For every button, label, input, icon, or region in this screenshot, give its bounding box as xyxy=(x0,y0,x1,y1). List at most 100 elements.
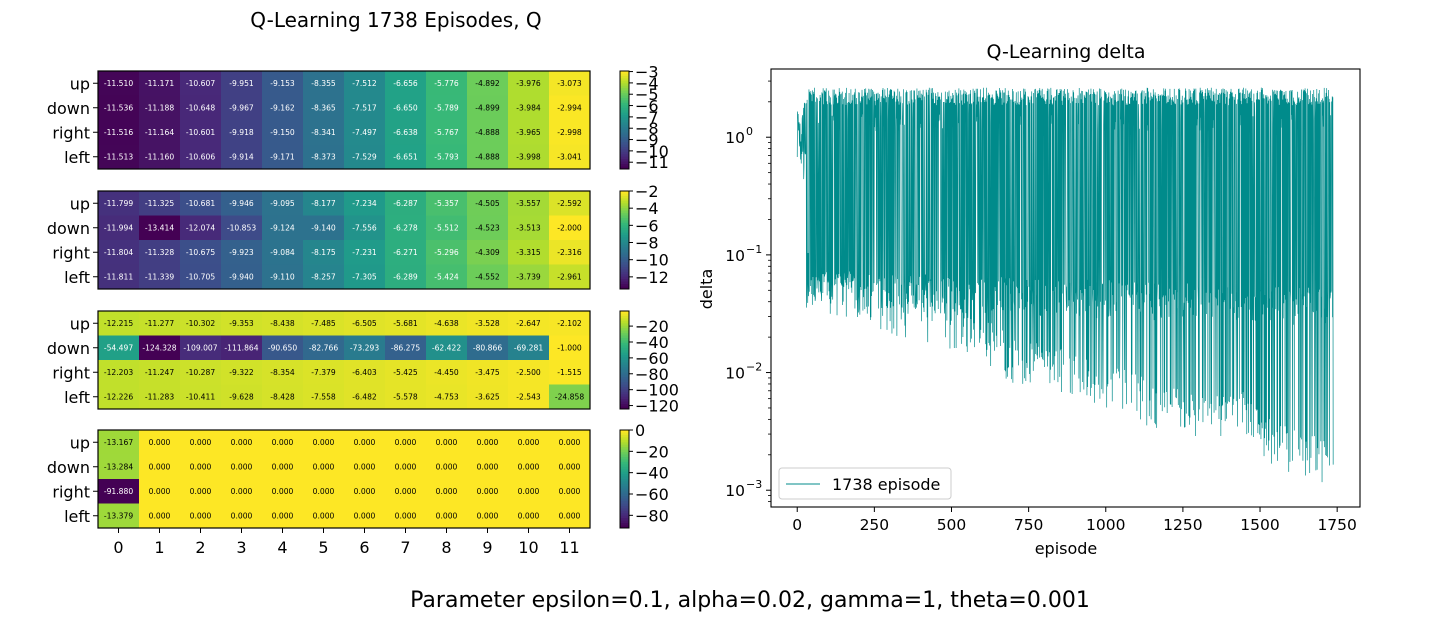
colorbar-segment xyxy=(620,134,629,138)
heatmap-cell-label: -2.102 xyxy=(557,319,582,328)
heatmap-cell-label: -90.650 xyxy=(268,343,297,352)
colorbar-segment xyxy=(620,85,629,89)
heatmap-cell-label: -10.287 xyxy=(186,368,215,377)
heatmap-cell-label: -4.505 xyxy=(475,199,500,208)
heatmap-cell-label: -4.450 xyxy=(434,368,459,377)
heatmap-cell-label: -11.325 xyxy=(145,199,174,208)
heatmap-cell xyxy=(98,71,140,96)
heatmap-cell-label: -10.302 xyxy=(186,319,215,328)
heatmap-cell xyxy=(344,144,386,170)
colorbar-segment xyxy=(620,476,629,480)
colorbar-segment xyxy=(620,335,629,339)
heatmap-cell xyxy=(180,144,222,170)
heatmap-cell xyxy=(180,479,222,504)
colorbar-segment xyxy=(620,313,629,317)
heatmap-cell-label: -4.309 xyxy=(475,248,500,257)
heatmap-cell xyxy=(180,335,222,361)
heatmap-cell xyxy=(344,360,386,385)
heatmap-cell-label: -11.513 xyxy=(104,152,133,161)
heatmap-cell xyxy=(303,264,345,290)
colorbar-segment xyxy=(620,491,629,495)
colorbar-tick-label: −3 xyxy=(635,63,659,82)
colorbar-tick-label: −11 xyxy=(635,153,669,172)
colorbar-segment xyxy=(620,166,629,170)
colorbar-tick-label: −40 xyxy=(635,464,669,483)
colorbar-segment xyxy=(620,97,629,101)
colorbar-tick-label: −60 xyxy=(635,349,669,368)
colorbar-segment xyxy=(620,501,629,504)
colorbar-segment xyxy=(620,340,629,344)
colorbar-tick-label: −100 xyxy=(635,381,679,400)
row-label: right xyxy=(52,123,90,142)
y-tick-label: 10 xyxy=(725,247,745,265)
heatmap-cell-label: -8.438 xyxy=(270,319,295,328)
heatmap-cell-label: -9.150 xyxy=(270,128,295,137)
heatmap-cell xyxy=(467,430,509,455)
heatmap-cell-label: -6.638 xyxy=(393,128,418,137)
heatmap-cell-label: 0.000 xyxy=(272,511,294,520)
colorbar-segment xyxy=(620,347,629,351)
heatmap-cell xyxy=(98,215,140,241)
heatmap-cell xyxy=(385,191,427,216)
heatmap-cell xyxy=(426,215,468,241)
heatmap-cell-label: -80.866 xyxy=(473,343,502,352)
heatmap-cell xyxy=(426,384,468,410)
heatmap-cell-label: 0.000 xyxy=(354,462,376,471)
heatmap-cell-label: 0.000 xyxy=(395,462,417,471)
heatmap-cell xyxy=(549,430,591,455)
colorbar-tick-label: −8 xyxy=(635,234,659,253)
colorbar-segment xyxy=(620,382,629,385)
heatmap-cell xyxy=(180,360,222,385)
heatmap-cell xyxy=(344,335,386,361)
x-tick-label: 250 xyxy=(860,516,890,534)
heatmap-cell xyxy=(549,191,591,216)
heatmap-cell xyxy=(221,479,263,504)
row-label: down xyxy=(47,99,90,118)
heatmap-cell-label: -69.281 xyxy=(514,343,543,352)
colorbar-tick-label: −12 xyxy=(635,268,669,287)
colorbar-tick-label: 0 xyxy=(635,421,645,440)
heatmap-cell-label: -7.529 xyxy=(352,152,377,161)
colorbar-segment xyxy=(620,215,629,219)
heatmap-cell-label: 0.000 xyxy=(518,511,540,520)
colorbar-segment xyxy=(620,496,629,500)
colorbar-segment xyxy=(620,505,629,509)
colorbar-segment xyxy=(620,151,629,155)
x-tick-label: 1500 xyxy=(1240,516,1279,534)
heatmap-cell-label: -4.892 xyxy=(475,79,500,88)
heatmap-cell xyxy=(549,144,591,170)
heatmap-cell xyxy=(221,384,263,410)
heatmap-cell-label: 0.000 xyxy=(272,487,294,496)
colorbar-segment xyxy=(620,127,629,131)
heatmap-cell-label: 0.000 xyxy=(395,487,417,496)
colorbar-segment xyxy=(620,330,629,334)
heatmap-cell xyxy=(549,95,591,121)
colorbar-segment xyxy=(620,264,629,268)
colorbar-segment xyxy=(620,513,629,517)
colorbar-segment xyxy=(620,469,629,473)
heatmap-cell xyxy=(180,454,222,480)
heatmap-cell xyxy=(262,95,304,121)
heatmap-cell-label: -24.858 xyxy=(555,392,584,401)
heatmap-cell-label: -3.513 xyxy=(516,223,541,232)
heatmap-cell-label: -10.607 xyxy=(186,79,215,88)
y-tick-exponent: −3 xyxy=(746,478,762,491)
heatmap-cell-label: 0.000 xyxy=(559,438,581,447)
colorbar-segment xyxy=(620,374,629,378)
col-label: 0 xyxy=(113,538,123,557)
heatmap-cell xyxy=(426,479,468,504)
heatmap-frame xyxy=(97,70,591,170)
colorbar-segment xyxy=(620,237,629,241)
heatmap-cell xyxy=(385,360,427,385)
heatmap-cell xyxy=(344,215,386,241)
heatmap-cell-label: -10.853 xyxy=(227,223,256,232)
colorbar-segment xyxy=(620,444,629,448)
colorbar-segment xyxy=(620,249,629,253)
colorbar-segment xyxy=(620,279,629,283)
heatmap-cell-label: -8.177 xyxy=(311,199,336,208)
heatmap-cell xyxy=(139,454,181,480)
row-label: left xyxy=(64,148,90,167)
heatmap-cell xyxy=(467,264,509,290)
heatmap-frame xyxy=(97,429,591,529)
colorbar-tick-label: −20 xyxy=(635,317,669,336)
